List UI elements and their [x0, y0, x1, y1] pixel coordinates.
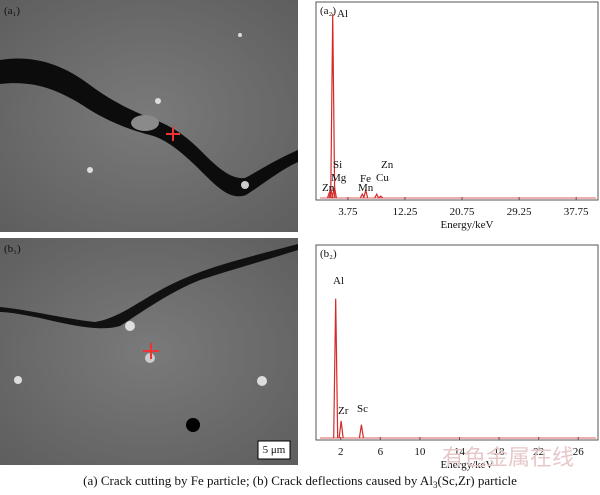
plot-frame: [315, 1, 599, 201]
x-tick-label: 10: [414, 446, 426, 458]
spectrum-peak: [363, 187, 369, 199]
caption-text: (a) Crack cutting by Fe particle; (b) Cr…: [83, 473, 433, 488]
spectrum-peak: [333, 298, 339, 439]
x-tick-label: 12.25: [393, 206, 418, 218]
peak-label: Zr: [338, 405, 349, 417]
spectrum-peak: [358, 424, 365, 439]
panel-label: (a₂): [320, 5, 336, 17]
x-tick-label: 22: [533, 446, 544, 458]
peak-label: Mn: [358, 182, 374, 194]
peak-label: Al: [333, 275, 344, 287]
peak-label: Al: [337, 8, 348, 20]
panel-label: (a₁): [4, 5, 20, 17]
peak-label: Fe: [360, 173, 371, 185]
spectrum-peak: [378, 195, 384, 199]
x-tick-label: 20.75: [450, 206, 475, 218]
x-tick-label: 14: [454, 446, 466, 458]
peak-label: Zn: [322, 182, 335, 194]
spectrum-peak: [331, 186, 337, 199]
spectra: (a₂) 3.75 12.25 20.75 29.25 37.75 Energy/keV Al…: [315, 1, 599, 471]
spectrum-peak: [359, 192, 365, 199]
plot-frame: [315, 244, 599, 441]
panel-label: (b₁): [4, 243, 21, 255]
peak-label: Zn: [381, 159, 394, 171]
x-tick-label: 18: [494, 446, 506, 458]
x-tick-label: 37.75: [564, 206, 589, 218]
spectrum-peak: [330, 13, 336, 199]
peak-label: Sc: [357, 403, 368, 415]
sem-image-a1: (a₁): [0, 0, 298, 232]
x-tick-label: 6: [378, 446, 384, 458]
x-tick-label: 26: [573, 446, 585, 458]
peak-label: Si: [333, 159, 342, 171]
caption-subscript: 3: [433, 480, 438, 490]
x-axis-label: Energy/keV: [441, 459, 494, 471]
caption-text: (Sc,Zr) particle: [437, 473, 517, 488]
spectrum-peak: [338, 420, 344, 439]
x-tick-label: 29.25: [507, 206, 532, 218]
spectrum-peak: [326, 190, 333, 199]
watermark: 有色金属在线: [442, 446, 574, 471]
x-axis-label: Energy/keV: [441, 219, 494, 231]
sem-image-b1: 5 μm (b₁): [0, 238, 298, 465]
scale-bar-label: 5 μm: [263, 444, 286, 456]
panel-label: (b₂): [320, 248, 337, 260]
peak-label: Mg: [331, 172, 347, 184]
spectrum-peak: [374, 192, 380, 199]
spectrum-peak: [328, 187, 334, 199]
caption: (a) Crack cutting by Fe particle; (b) Cr…: [83, 473, 517, 490]
x-tick-label: 3.75: [338, 206, 358, 218]
peak-label: Cu: [376, 172, 389, 184]
x-tick-label: 2: [338, 446, 344, 458]
